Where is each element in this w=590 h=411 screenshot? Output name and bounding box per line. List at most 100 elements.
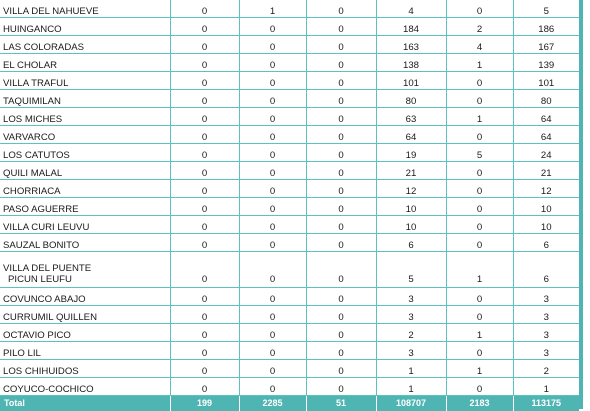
table-row: OCTAVIO PICO 0 0 0 2 1 3 [0, 323, 579, 342]
value-cell-c5: 0 [445, 179, 513, 198]
value-cell-c3: 0 [305, 323, 376, 342]
value-cell-c1: 0 [169, 341, 239, 360]
value-cell-c5: 1 [445, 53, 513, 72]
value-cell-c2: 0 [238, 107, 306, 126]
value-cell-c5: 5 [445, 143, 513, 162]
value-cell-c6: 12 [512, 179, 579, 198]
locality-name-text: COYUCO-COCHICO [3, 384, 94, 395]
value-cell-c4: 4 [375, 0, 446, 18]
locality-name-text: EL CHOLAR [3, 60, 58, 71]
table-row: CURRUMIL QUILLEN 0 0 0 3 0 3 [0, 305, 579, 324]
value-cell-c1: 0 [169, 287, 239, 306]
locality-name-text: CHORRIACA [3, 186, 61, 197]
value-cell-c2: 0 [238, 71, 306, 90]
value-cell-c1: 0 [169, 143, 239, 162]
value-cell-c2: 0 [238, 125, 306, 144]
value-cell-c4: 10 [375, 197, 446, 216]
locality-name: LOS CATUTOS [0, 143, 170, 162]
locality-name-text: COVUNCO ABAJO [3, 294, 86, 305]
table-row: LOS CATUTOS 0 0 0 19 5 24 [0, 143, 579, 162]
value-cell-c6: 10 [512, 197, 579, 216]
value-cell-c4: 3 [375, 341, 446, 360]
locality-name-text: LOS CATUTOS [3, 150, 70, 161]
value-cell-c6: 80 [512, 89, 579, 108]
table-row: PILO LIL 0 0 0 3 0 3 [0, 341, 579, 360]
value-cell-c6: 10 [512, 215, 579, 234]
value-cell-c3: 0 [305, 359, 376, 378]
value-cell-c2: 0 [238, 377, 306, 396]
right-border-bar [579, 0, 583, 409]
value-cell-c4: 6 [375, 233, 446, 252]
table-row: CHORRIACA 0 0 0 12 0 12 [0, 179, 579, 198]
value-cell-c4: 184 [375, 17, 446, 36]
value-cell-c4: 63 [375, 107, 446, 126]
locality-name-text: TAQUIMILAN [3, 96, 61, 107]
table-row: SAUZAL BONITO 0 0 0 6 0 6 [0, 233, 579, 252]
value-cell-c5: 0 [445, 197, 513, 216]
value-cell-c2: 0 [238, 323, 306, 342]
value-cell-c3: 0 [305, 125, 376, 144]
value-cell-c5: 2 [445, 17, 513, 36]
value-cell-c1: 0 [169, 197, 239, 216]
value-cell-c5: 0 [445, 125, 513, 144]
locality-name-text: LAS COLORADAS [3, 42, 85, 53]
value-cell-c2: 0 [238, 215, 306, 234]
value-cell-c5: 0 [445, 305, 513, 324]
value-cell-c6: 6 [512, 233, 579, 252]
table-row: LOS CHIHUIDOS 0 0 0 1 1 2 [0, 359, 579, 378]
locality-name-text: QUILI MALAL [3, 168, 63, 179]
value-cell-c2: 0 [238, 305, 306, 324]
value-cell-c2: 0 [238, 233, 306, 252]
value-cell-c5: 0 [445, 0, 513, 18]
locality-name: HUINGANCO [0, 17, 170, 36]
total-row: Total 199 2285 51 108707 2183 113175 [0, 395, 579, 411]
value-cell-c4: 19 [375, 143, 446, 162]
value-cell-c6: 21 [512, 161, 579, 180]
value-cell-c3: 0 [305, 161, 376, 180]
value-cell-c4: 21 [375, 161, 446, 180]
locality-name-line2: PICUN LEUFU [8, 274, 72, 285]
locality-name-text: HUINGANCO [3, 24, 62, 35]
locality-name-text: PASO AGUERRE [3, 204, 79, 215]
value-cell-c2: 0 [238, 287, 306, 306]
value-cell-c3: 0 [305, 215, 376, 234]
locality-name: CHORRIACA [0, 179, 170, 198]
value-cell-c4: 3 [375, 287, 446, 306]
value-cell-c4: 1 [375, 377, 446, 396]
locality-name: LOS CHIHUIDOS [0, 359, 170, 378]
locality-name: EL CHOLAR [0, 53, 170, 72]
table-row: VILLA DEL PUENTE PICUN LEUFU 0 0 0 5 1 6 [0, 251, 579, 288]
value-cell-c6: 1 [512, 377, 579, 396]
locality-name: PILO LIL [0, 341, 170, 360]
value-cell-c2: 0 [238, 359, 306, 378]
locality-name: VILLA DEL NAHUEVE [0, 0, 170, 18]
locality-name: VILLA TRAFUL [0, 71, 170, 90]
locality-name-text: VARVARCO [3, 132, 56, 143]
value-cell-c3: 0 [305, 71, 376, 90]
locality-name-text: VILLA CURI LEUVU [3, 222, 90, 233]
value-cell-c3: 0 [305, 233, 376, 252]
locality-name-text: CURRUMIL QUILLEN [3, 312, 97, 323]
value-cell-c4: 2 [375, 323, 446, 342]
value-cell-c1: 0 [169, 359, 239, 378]
value-cell-c3: 0 [305, 287, 376, 306]
locality-name: TAQUIMILAN [0, 89, 170, 108]
value-cell-c6: 64 [512, 107, 579, 126]
value-cell-c2: 0 [238, 251, 306, 288]
value-cell-c6: 3 [512, 305, 579, 324]
value-cell-c1: 0 [169, 251, 239, 288]
value-cell-c3: 0 [305, 179, 376, 198]
total-value-c1: 199 [169, 395, 239, 411]
value-cell-c6: 2 [512, 359, 579, 378]
locality-name: OCTAVIO PICO [0, 323, 170, 342]
value-cell-c4: 10 [375, 215, 446, 234]
value-cell-c4: 138 [375, 53, 446, 72]
total-value-c3: 51 [305, 395, 376, 411]
locality-name: LAS COLORADAS [0, 35, 170, 54]
table-row: COYUCO-COCHICO 0 0 0 1 0 1 [0, 377, 579, 396]
value-cell-c5: 1 [445, 359, 513, 378]
table-row: VILLA DEL NAHUEVE 0 1 0 4 0 5 [0, 0, 579, 18]
value-cell-c1: 0 [169, 233, 239, 252]
value-cell-c4: 80 [375, 89, 446, 108]
value-cell-c6: 101 [512, 71, 579, 90]
